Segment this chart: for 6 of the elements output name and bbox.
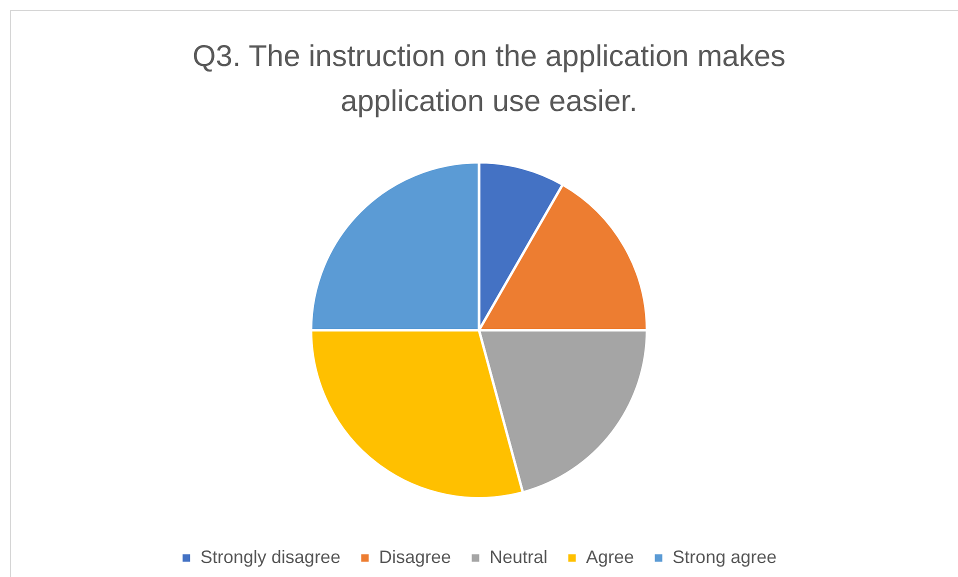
- legend-label: Strongly disagree: [200, 546, 340, 567]
- legend-label: Neutral: [489, 546, 548, 567]
- legend-label: Agree: [586, 546, 634, 567]
- legend-label: Strong agree: [672, 546, 777, 567]
- chart-title: Q3. The instruction on the application makes application use easier.: [191, 39, 787, 120]
- legend-label: Disagree: [378, 546, 452, 567]
